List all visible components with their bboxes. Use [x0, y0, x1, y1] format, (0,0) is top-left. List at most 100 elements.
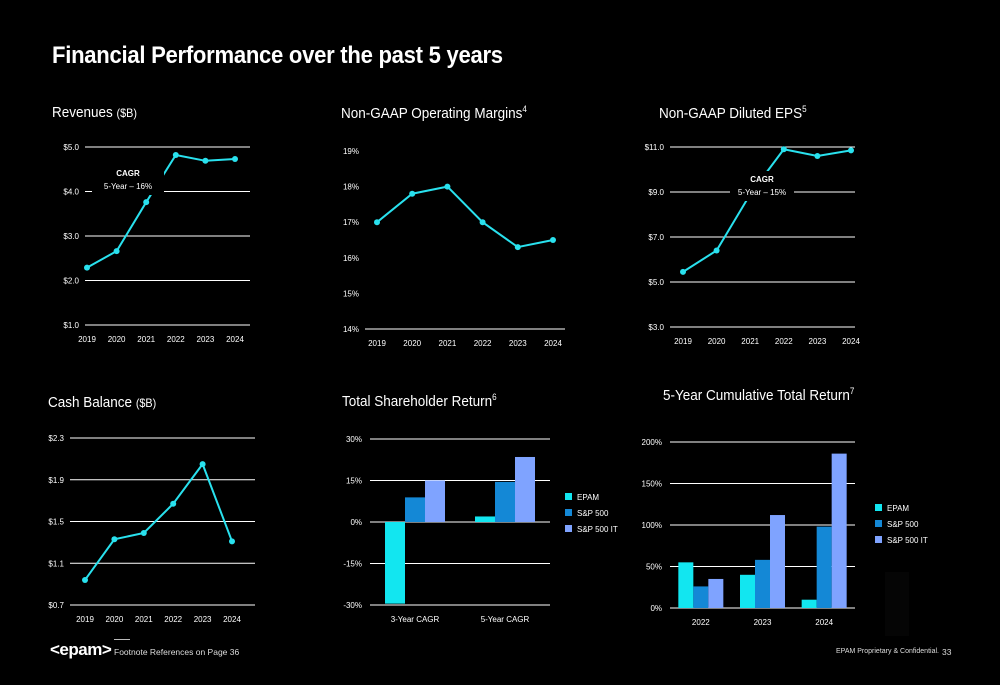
eps-xtick-label: 2019: [674, 337, 692, 346]
revenues-title: Revenues ($B): [52, 104, 137, 121]
eps-data-point: [680, 268, 686, 275]
margins-title-text: Non-GAAP Operating Margins: [341, 105, 523, 122]
ctr-title-footnote: 7: [849, 386, 855, 396]
confidential-notice: EPAM Proprietary & Confidential.: [836, 648, 939, 655]
eps-data-point: [713, 247, 720, 254]
revenues-cagr-text: 5-Year – 16%: [104, 182, 152, 191]
footnote-text: Footnote References on Page 36: [114, 647, 240, 657]
margins-data-point: [409, 190, 416, 197]
tsr-title: Total Shareholder Return6: [342, 392, 497, 410]
cash-data-point: [111, 536, 118, 543]
ctr-bar: [678, 562, 694, 608]
margins-title: Non-GAAP Operating Margins4: [341, 104, 527, 122]
tsr-title-footnote: 6: [492, 392, 497, 402]
ctr-bar: [740, 574, 755, 608]
eps-title-text: Non-GAAP Diluted EPS: [659, 105, 803, 122]
cash-chart: $0.7 $1.1 $1.5 $1.9 $2.3 2019 2020 2021 2022 2023…: [48, 434, 255, 624]
footnote-divider: [114, 639, 130, 640]
tsr-legend-label: S&P 500 IT: [577, 525, 618, 534]
eps-xtick-label: 2022: [775, 337, 793, 346]
ctr-bar: [770, 515, 785, 608]
ctr-legend-label: S&P 500: [887, 520, 919, 529]
revenues-xtick-label: 2022: [167, 335, 185, 344]
tsr-ytick-label: 30%: [346, 435, 362, 444]
eps-cagr-box: [730, 171, 794, 201]
revenues-ytick-label: $4.0: [63, 188, 79, 197]
ctr-ytick-label: 50%: [646, 563, 662, 572]
revenues-title-text: Revenues: [52, 104, 113, 121]
tsr-chart: -30% -15% 0% 15% 30% 3-Year CAGR 5-Year CAGR EP…: [343, 435, 618, 624]
revenues-data-point: [84, 264, 90, 271]
revenues-xtick-label: 2024: [226, 335, 244, 344]
tsr-bar: [425, 480, 445, 522]
revenues-title-unit: ($B): [116, 106, 137, 120]
cash-data-point: [140, 529, 147, 536]
ctr-ytick-label: 100%: [642, 521, 662, 530]
ctr-bar: [755, 559, 770, 608]
ctr-bar: [693, 586, 709, 608]
ctr-ytick-label: 0%: [650, 604, 662, 613]
margins-ytick-label: 17%: [343, 218, 359, 227]
tsr-bar: [405, 497, 425, 522]
eps-title: Non-GAAP Diluted EPS5: [659, 104, 807, 122]
cash-ytick-label: $1.1: [48, 559, 64, 568]
revenues-ytick-label: $2.0: [63, 277, 79, 286]
cash-xtick-label: 2024: [223, 615, 241, 624]
tsr-xtick-label: 3-Year CAGR: [391, 615, 440, 624]
tsr-xtick-label: 5-Year CAGR: [481, 615, 530, 624]
margins-xtick-label: 2024: [544, 339, 562, 348]
revenues-xtick-label: 2019: [78, 335, 96, 344]
cash-title-text: Cash Balance: [48, 394, 133, 411]
tsr-legend-label: S&P 500: [577, 509, 609, 518]
margins-data-point: [514, 244, 521, 251]
revenues-data-point: [143, 199, 150, 206]
eps-xtick-label: 2020: [708, 337, 726, 346]
margins-xtick-label: 2023: [509, 339, 527, 348]
revenues-data-point: [172, 152, 179, 159]
cash-title-unit: ($B): [135, 396, 157, 410]
revenues-xtick-label: 2021: [137, 335, 155, 344]
tsr-ytick-label: -30%: [343, 601, 362, 610]
revenues-xtick-label: 2020: [108, 335, 126, 344]
tsr-bar: [385, 522, 405, 604]
tsr-legend-swatch: [565, 493, 572, 500]
eps-ytick-label: $7.0: [648, 233, 664, 242]
ctr-xtick-label: 2023: [754, 618, 772, 627]
decorative-block: [885, 572, 909, 636]
ctr-bar: [801, 599, 817, 608]
cash-data-point: [199, 461, 206, 468]
cash-xtick-label: 2020: [106, 615, 124, 624]
epam-logo: <epam>: [50, 640, 112, 659]
cash-data-point: [229, 538, 235, 545]
eps-xtick-label: 2024: [842, 337, 860, 346]
margins-ytick-label: 14%: [343, 325, 359, 334]
eps-xtick-label: 2021: [741, 337, 759, 346]
margins-data-point: [550, 237, 556, 243]
margins-ytick-label: 16%: [343, 254, 359, 263]
eps-cagr-title: CAGR: [750, 175, 774, 184]
eps-title-footnote: 5: [802, 104, 807, 114]
margins-title-footnote: 4: [522, 104, 527, 114]
cash-xtick-label: 2023: [194, 615, 212, 624]
margins-chart: 14% 15% 16% 17% 18% 19% 2019 2020 2021 2022 2023 20…: [343, 147, 565, 348]
tsr-ytick-label: -15%: [343, 560, 362, 569]
ctr-legend-swatch: [875, 504, 882, 511]
margins-data-point: [479, 219, 486, 226]
eps-ytick-label: $3.0: [648, 323, 664, 332]
margins-xtick-label: 2022: [474, 339, 492, 348]
eps-data-point: [848, 147, 854, 154]
ctr-legend-swatch: [875, 536, 882, 543]
cash-ytick-label: $0.7: [48, 601, 64, 610]
revenues-chart: $1.0 $2.0 $3.0 $4.0 $5.0 2019 2020 2021 2022 2023…: [63, 143, 250, 344]
ctr-legend-label: EPAM: [887, 504, 909, 513]
tsr-ytick-label: 15%: [346, 477, 362, 486]
cash-series-line: [84, 462, 233, 581]
margins-data-point: [444, 183, 451, 190]
tsr-legend-swatch: [565, 509, 572, 516]
margins-ytick-label: 19%: [343, 147, 359, 156]
cash-xtick-label: 2021: [135, 615, 153, 624]
margins-xtick-label: 2020: [403, 339, 421, 348]
eps-cagr-text: 5-Year – 15%: [738, 188, 786, 197]
cash-ytick-label: $1.5: [48, 518, 64, 527]
revenues-ytick-label: $5.0: [63, 143, 79, 152]
